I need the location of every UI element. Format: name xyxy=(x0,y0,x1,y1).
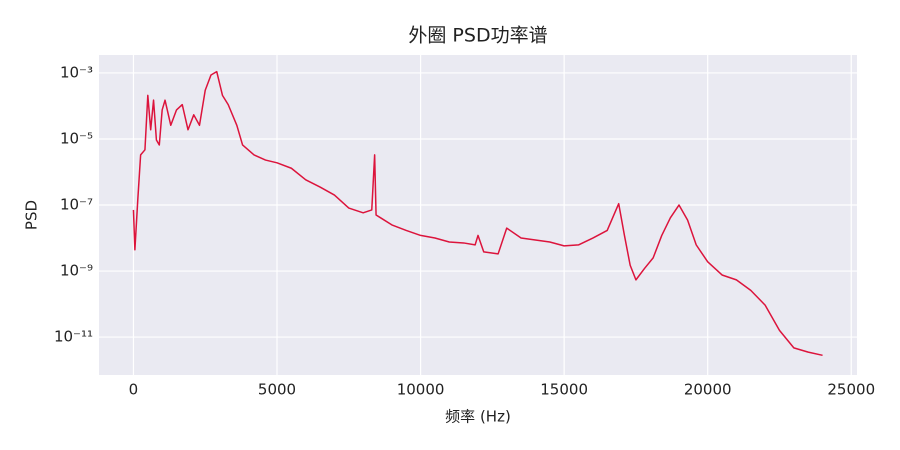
x-tick-label: 10000 xyxy=(397,381,445,399)
y-tick-label: 10⁻³ xyxy=(60,63,93,81)
y-tick-label: 10⁻⁹ xyxy=(60,262,93,280)
x-tick-label: 15000 xyxy=(540,381,588,399)
y-tick-label: 10⁻⁵ xyxy=(60,129,93,147)
plot-area xyxy=(99,55,857,375)
x-tick-label: 25000 xyxy=(827,381,875,399)
x-axis-label: 频率 (Hz) xyxy=(445,408,511,426)
chart-title: 外圈 PSD功率谱 xyxy=(408,25,547,47)
x-tick-label: 5000 xyxy=(258,381,296,399)
y-axis-label: PSD xyxy=(23,200,41,230)
x-tick-label: 0 xyxy=(129,381,139,399)
x-tick-label: 20000 xyxy=(684,381,732,399)
data-line xyxy=(132,70,823,357)
y-tick-label: 10⁻¹¹ xyxy=(54,328,93,346)
y-tick-label: 10⁻⁷ xyxy=(60,196,93,214)
